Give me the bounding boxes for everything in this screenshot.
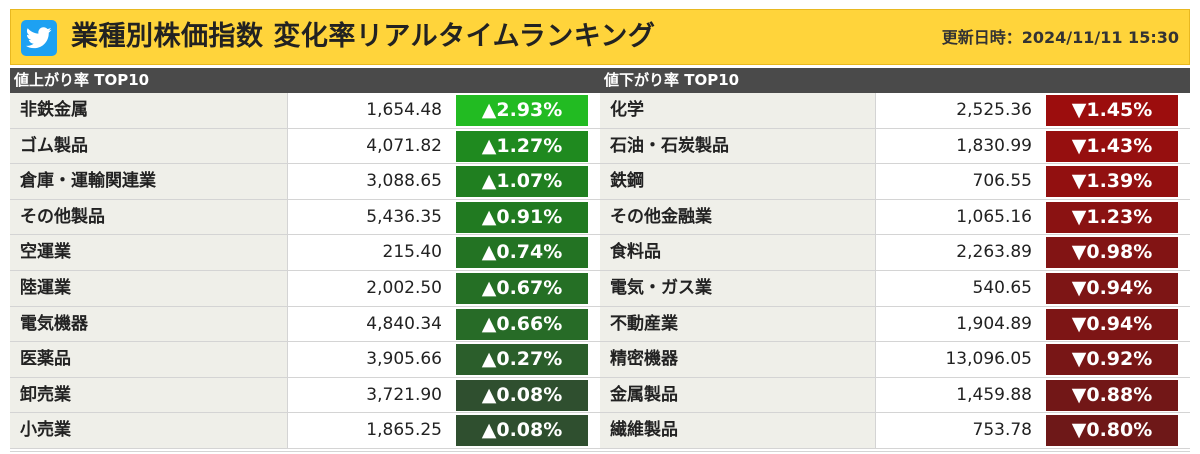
change-rate-badge: ▼1.39% xyxy=(1046,166,1178,198)
table-row: 医薬品 3,905.66 ▲0.27% xyxy=(10,342,600,378)
change-rate-badge: ▲0.66% xyxy=(456,308,588,340)
sector-name: 精密機器 xyxy=(600,342,876,377)
table-row: 小売業 1,865.25 ▲0.08% xyxy=(10,413,600,449)
page-title: 業種別株価指数 変化率リアルタイムランキング xyxy=(71,21,656,52)
index-value: 2,002.50 xyxy=(289,270,452,306)
index-value: 3,905.66 xyxy=(289,342,452,377)
divider xyxy=(10,451,1190,452)
table-row: 電気機器 4,840.34 ▲0.66% xyxy=(10,306,600,343)
sector-name: その他製品 xyxy=(10,199,288,235)
change-rate-badge: ▲1.07% xyxy=(456,166,588,198)
index-value: 1,654.48 xyxy=(289,93,452,128)
change-rate-badge: ▼1.23% xyxy=(1046,201,1178,233)
sector-name: 金属製品 xyxy=(600,377,876,413)
index-value: 4,840.34 xyxy=(289,306,452,342)
index-value: 706.55 xyxy=(877,164,1042,199)
change-rate-badge: ▼0.80% xyxy=(1046,415,1178,447)
change-rate-badge: ▲0.67% xyxy=(456,272,588,304)
change-rate-badge: ▼0.98% xyxy=(1046,237,1178,269)
updated-timestamp: 更新日時：2024/11/11 15:30 xyxy=(941,28,1179,47)
table-row: ゴム製品 4,071.82 ▲1.27% xyxy=(10,128,600,165)
index-value: 1,830.99 xyxy=(877,128,1042,164)
sector-name: 倉庫・運輸関連業 xyxy=(10,164,288,199)
table-row: その他製品 5,436.35 ▲0.91% xyxy=(10,199,600,236)
index-value: 215.40 xyxy=(289,235,452,270)
gainers-panel-title: 値上がり率 TOP10 xyxy=(10,68,600,93)
sector-name: ゴム製品 xyxy=(10,128,288,164)
index-value: 4,071.82 xyxy=(289,128,452,164)
index-value: 753.78 xyxy=(877,413,1042,448)
table-row: 陸運業 2,002.50 ▲0.67% xyxy=(10,270,600,307)
sector-name: 電気機器 xyxy=(10,306,288,342)
index-value: 2,263.89 xyxy=(877,235,1042,270)
index-value: 3,721.90 xyxy=(289,377,452,413)
losers-panel-title: 値下がり率 TOP10 xyxy=(600,68,1190,93)
sector-name: 卸売業 xyxy=(10,377,288,413)
sector-name: 電気・ガス業 xyxy=(600,270,876,306)
table-row: 非鉄金属 1,654.48 ▲2.93% xyxy=(10,93,600,129)
table-row: 卸売業 3,721.90 ▲0.08% xyxy=(10,377,600,414)
losers-list: 化学 2,525.36 ▼1.45% 石油・石炭製品 1,830.99 ▼1.43% 鉄鋼 7… xyxy=(600,93,1190,449)
table-row: 空運業 215.40 ▲0.74% xyxy=(10,235,600,271)
change-rate-badge: ▲2.93% xyxy=(456,95,588,126)
change-rate-badge: ▲0.08% xyxy=(456,415,588,447)
sector-name: 非鉄金属 xyxy=(10,93,288,128)
change-rate-badge: ▲0.08% xyxy=(456,379,588,411)
index-value: 1,065.16 xyxy=(877,199,1042,235)
index-value: 1,459.88 xyxy=(877,377,1042,413)
sector-name: 化学 xyxy=(600,93,876,128)
sector-name: 小売業 xyxy=(10,413,288,448)
change-rate-badge: ▲1.27% xyxy=(456,130,588,162)
index-value: 1,865.25 xyxy=(289,413,452,448)
losers-panel: 値下がり率 TOP10 化学 2,525.36 ▼1.45% 石油・石炭製品 1,830… xyxy=(600,68,1190,449)
table-row: 繊維製品 753.78 ▼0.80% xyxy=(600,413,1190,449)
change-rate-badge: ▼0.88% xyxy=(1046,379,1178,411)
table-row: 金属製品 1,459.88 ▼0.88% xyxy=(600,377,1190,414)
gainers-list: 非鉄金属 1,654.48 ▲2.93% ゴム製品 4,071.82 ▲1.27% 倉庫・運… xyxy=(10,93,600,449)
index-value: 13,096.05 xyxy=(877,342,1042,377)
index-value: 540.65 xyxy=(877,270,1042,306)
twitter-bird-icon[interactable] xyxy=(21,20,57,56)
table-row: 食料品 2,263.89 ▼0.98% xyxy=(600,235,1190,271)
change-rate-badge: ▼1.43% xyxy=(1046,130,1178,162)
index-value: 2,525.36 xyxy=(877,93,1042,128)
table-row: 倉庫・運輸関連業 3,088.65 ▲1.07% xyxy=(10,164,600,200)
change-rate-badge: ▼0.94% xyxy=(1046,272,1178,304)
sector-name: その他金融業 xyxy=(600,199,876,235)
table-row: 石油・石炭製品 1,830.99 ▼1.43% xyxy=(600,128,1190,165)
sector-name: 繊維製品 xyxy=(600,413,876,448)
index-value: 1,904.89 xyxy=(877,306,1042,342)
change-rate-badge: ▼0.94% xyxy=(1046,308,1178,340)
twitter-bird-icon-glyph xyxy=(26,27,52,49)
sector-name: 陸運業 xyxy=(10,270,288,306)
sector-name: 不動産業 xyxy=(600,306,876,342)
table-row: 鉄鋼 706.55 ▼1.39% xyxy=(600,164,1190,200)
sector-name: 鉄鋼 xyxy=(600,164,876,199)
change-rate-badge: ▼0.92% xyxy=(1046,344,1178,376)
change-rate-badge: ▼1.45% xyxy=(1046,95,1178,126)
table-row: 電気・ガス業 540.65 ▼0.94% xyxy=(600,270,1190,307)
change-rate-badge: ▲0.91% xyxy=(456,201,588,233)
table-row: 不動産業 1,904.89 ▼0.94% xyxy=(600,306,1190,343)
sector-name: 空運業 xyxy=(10,235,288,270)
index-value: 5,436.35 xyxy=(289,199,452,235)
table-row: 精密機器 13,096.05 ▼0.92% xyxy=(600,342,1190,378)
gainers-panel: 値上がり率 TOP10 非鉄金属 1,654.48 ▲2.93% ゴム製品 4,071.… xyxy=(10,68,600,449)
sector-name: 食料品 xyxy=(600,235,876,270)
sector-name: 石油・石炭製品 xyxy=(600,128,876,164)
table-row: その他金融業 1,065.16 ▼1.23% xyxy=(600,199,1190,236)
index-value: 3,088.65 xyxy=(289,164,452,199)
table-row: 化学 2,525.36 ▼1.45% xyxy=(600,93,1190,129)
header-banner: 業種別株価指数 変化率リアルタイムランキング 更新日時：2024/11/11 1… xyxy=(10,9,1190,65)
sector-name: 医薬品 xyxy=(10,342,288,377)
change-rate-badge: ▲0.74% xyxy=(456,237,588,269)
change-rate-badge: ▲0.27% xyxy=(456,344,588,376)
